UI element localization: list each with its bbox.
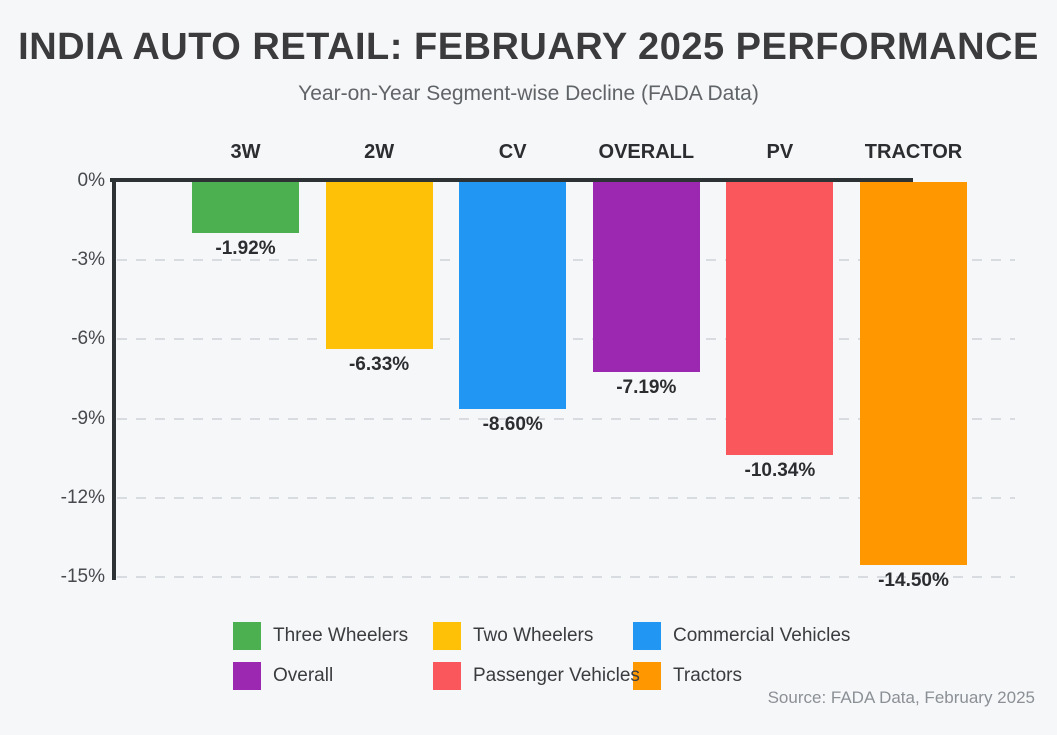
legend-swatch (433, 622, 461, 650)
legend-label: Commercial Vehicles (673, 625, 851, 646)
legend-label: Two Wheelers (473, 625, 594, 646)
gridline (117, 417, 1015, 420)
legend-label: Passenger Vehicles (473, 665, 640, 686)
category-label: OVERALL (598, 141, 695, 163)
y-axis-line (112, 178, 116, 580)
y-axis-tick: 0% (77, 170, 105, 191)
legend-swatch (633, 662, 661, 690)
y-axis-tick: -15% (60, 566, 105, 587)
legend-swatch (633, 622, 661, 650)
bar-value-label: -8.60% (482, 414, 543, 435)
chart-subtitle: Year-on-Year Segment-wise Decline (FADA … (298, 82, 759, 105)
bar-tractor (860, 182, 967, 565)
category-label: PV (766, 141, 794, 163)
y-axis-tick: -9% (71, 407, 105, 429)
legend-swatch (233, 622, 261, 650)
gridline (117, 576, 1015, 578)
bar-pv (726, 182, 834, 455)
bar-value-label: -14.50% (878, 570, 949, 591)
legend-label: Three Wheelers (273, 625, 409, 646)
bar-value-label: -1.92% (215, 238, 276, 259)
y-axis-tick: -3% (71, 249, 105, 271)
bar-value-label: -10.34% (744, 460, 816, 481)
legend-label: Tractors (673, 665, 742, 686)
x-axis-line (110, 178, 913, 182)
legend-swatch (233, 662, 261, 690)
category-label: TRACTOR (864, 141, 963, 163)
bar-cv (459, 182, 567, 409)
bar-overall (592, 182, 700, 372)
bar-2w (325, 182, 433, 349)
source-note: Source: FADA Data, February 2025 (767, 688, 1035, 707)
gridline (117, 496, 1015, 499)
bar-value-label: -7.19% (616, 377, 677, 398)
category-label: 3W (230, 141, 261, 163)
y-axis-tick: -12% (60, 486, 105, 508)
bar-3w (192, 182, 299, 233)
legend-swatch (433, 662, 461, 690)
legend-label: Overall (273, 665, 334, 686)
chart-title: INDIA AUTO RETAIL: FEBRUARY 2025 PERFORM… (18, 26, 1039, 68)
category-label: CV (498, 141, 527, 163)
category-label: 2W (364, 141, 395, 163)
y-axis-tick: -6% (71, 328, 105, 350)
bar-value-label: -6.33% (348, 354, 410, 375)
